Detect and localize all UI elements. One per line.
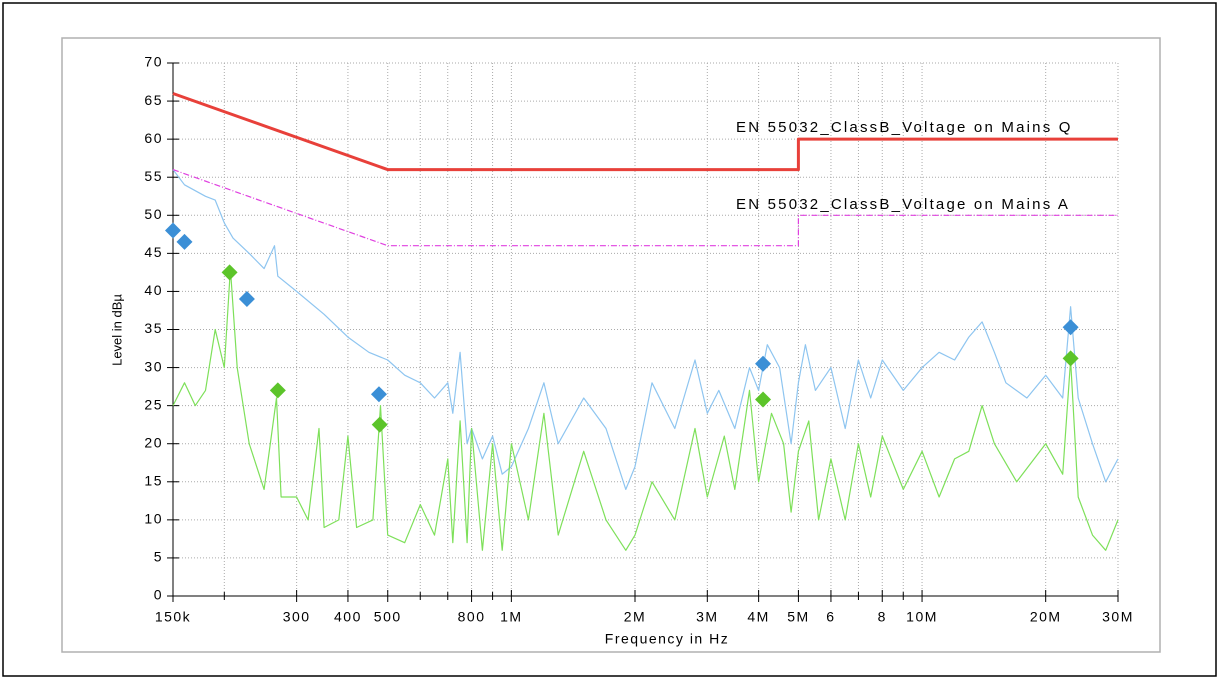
y-axis-label: Level in dBµ [109, 294, 124, 366]
x-tick-label: 1M [500, 609, 522, 625]
y-tick-label: 25 [144, 396, 163, 412]
series-line [172, 169, 1119, 490]
series-line [172, 268, 1119, 551]
x-tick-label: 400 [334, 609, 362, 625]
x-tick-label: 4M [747, 609, 769, 625]
y-tick-label: 0 [154, 587, 163, 603]
marker [755, 391, 772, 408]
series-line [172, 92, 1118, 172]
marker [238, 291, 255, 308]
y-tick-label: 60 [144, 130, 163, 146]
x-tick-label: 300 [283, 609, 311, 625]
y-tick-label: 35 [144, 320, 163, 336]
x-tick-label: 5M [787, 609, 809, 625]
x-tick-label: 2M [624, 609, 646, 625]
y-tick-label: 50 [144, 206, 163, 222]
annotation: EN 55032_ClassB_Voltage on Mains Q [736, 119, 1073, 136]
x-axis-label: Frequency in Hz [605, 631, 729, 647]
y-tick-label: 10 [144, 511, 163, 527]
x-tick-label: 800 [458, 609, 486, 625]
x-tick-label: 10M [906, 609, 938, 625]
marker [371, 416, 388, 433]
marker [269, 382, 286, 399]
x-tick-label: 20M [1030, 609, 1062, 625]
y-tick-label: 15 [144, 472, 163, 488]
y-tick-label: 45 [144, 244, 163, 260]
x-tick-label: 30M [1102, 609, 1134, 625]
marker [165, 222, 181, 239]
y-tick-label: 40 [144, 282, 163, 298]
annotation: EN 55032_ClassB_Voltage on Mains A [736, 196, 1070, 213]
marker [1062, 350, 1079, 367]
marker [370, 386, 387, 403]
x-tick-label: 3M [696, 609, 718, 625]
y-tick-label: 65 [144, 92, 163, 108]
marker [221, 264, 238, 281]
y-tick-label: 30 [144, 358, 163, 374]
y-tick-label: 70 [144, 54, 163, 70]
series-line [172, 169, 1118, 247]
marker [1062, 319, 1079, 336]
x-tick-label: 6 [826, 609, 835, 625]
y-tick-label: 20 [144, 434, 163, 450]
x-tick-label: 150k [155, 609, 191, 625]
marker [176, 233, 193, 250]
y-tick-label: 55 [144, 168, 163, 184]
y-tick-label: 5 [154, 549, 163, 565]
x-tick-label: 500 [374, 609, 402, 625]
marker [755, 355, 772, 372]
x-tick-label: 8 [878, 609, 887, 625]
